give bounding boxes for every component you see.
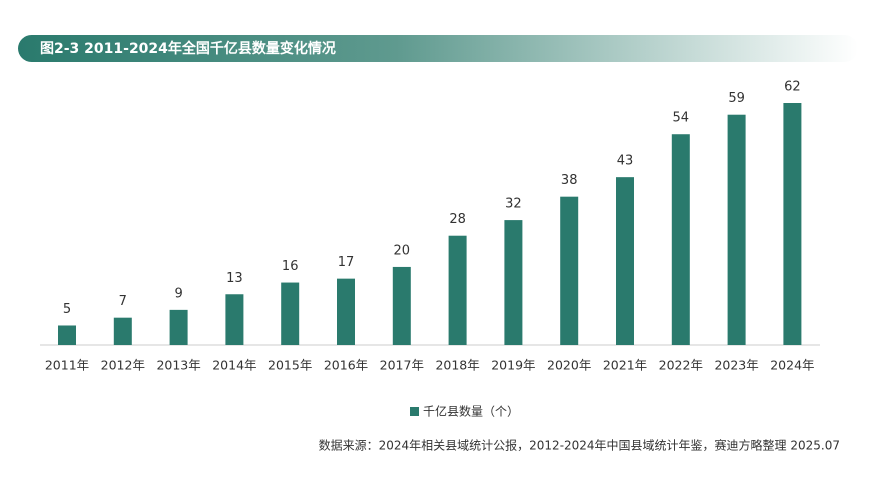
value-label: 17	[338, 255, 355, 270]
value-label: 59	[728, 91, 745, 106]
value-label: 38	[561, 173, 578, 188]
bar	[727, 114, 746, 345]
x-tick-label: 2023年	[714, 358, 758, 373]
bar	[225, 294, 244, 345]
value-label: 16	[282, 259, 299, 274]
value-label: 20	[394, 243, 411, 258]
x-tick-label: 2015年	[268, 358, 312, 373]
bar	[113, 317, 132, 345]
x-tick-label: 2016年	[324, 358, 368, 373]
value-label: 7	[119, 294, 127, 309]
bar	[448, 235, 467, 345]
x-tick-label: 2021年	[603, 358, 647, 373]
value-label: 13	[226, 271, 243, 286]
chart-title: 图2-3 2011-2024年全国千亿县数量变化情况	[40, 40, 336, 57]
bar	[504, 220, 523, 345]
bar	[58, 325, 76, 345]
value-label: 62	[784, 80, 801, 95]
value-label: 28	[449, 212, 466, 227]
bar	[281, 282, 300, 345]
x-tick-label: 2013年	[156, 358, 200, 373]
value-label: 9	[174, 286, 182, 301]
bar	[337, 278, 355, 345]
bar	[616, 177, 634, 345]
bar	[169, 309, 188, 345]
bar	[392, 266, 411, 345]
x-tick-label: 2019年	[491, 358, 535, 373]
x-tick-label: 2020年	[547, 358, 591, 373]
bar	[560, 196, 579, 345]
value-label: 43	[617, 154, 634, 169]
bar	[671, 134, 690, 345]
title-banner	[18, 35, 858, 62]
value-label: 54	[673, 111, 690, 126]
source-note: 数据来源：2024年相关县域统计公报，2012-2024年中国县域统计年鉴，赛迪…	[319, 438, 840, 453]
value-label: 32	[505, 197, 522, 212]
legend-swatch	[410, 407, 419, 416]
x-tick-label: 2018年	[435, 358, 479, 373]
x-tick-label: 2024年	[770, 358, 814, 373]
x-tick-label: 2014年	[212, 358, 256, 373]
bar	[783, 103, 802, 345]
x-tick-label: 2017年	[380, 358, 424, 373]
legend-label: 千亿县数量（个）	[423, 404, 519, 419]
x-tick-label: 2012年	[101, 358, 145, 373]
x-tick-label: 2022年	[659, 358, 703, 373]
x-tick-label: 2011年	[45, 358, 89, 373]
value-label: 5	[63, 302, 71, 317]
